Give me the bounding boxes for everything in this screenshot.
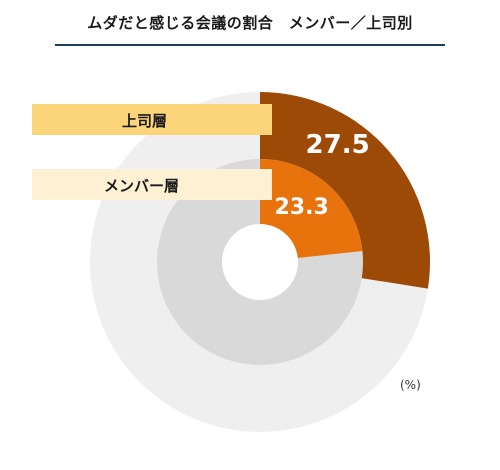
chart-title: ムダだと感じる会議の割合 メンバー／上司別 (87, 14, 413, 32)
unit-label: (%) (400, 378, 421, 392)
legend-member-label: メンバー層 (104, 177, 179, 195)
donut-hole (222, 224, 298, 300)
value-label-manager: 27.5 (306, 130, 370, 160)
donut-rings (90, 92, 430, 432)
title-underline (55, 44, 445, 46)
value-labels: 27.5 23.3 (274, 130, 369, 220)
legend-member-box (32, 169, 272, 200)
legend-manager-box (32, 104, 272, 135)
value-label-member: 23.3 (274, 195, 328, 220)
legend-manager-label: 上司層 (122, 112, 167, 130)
